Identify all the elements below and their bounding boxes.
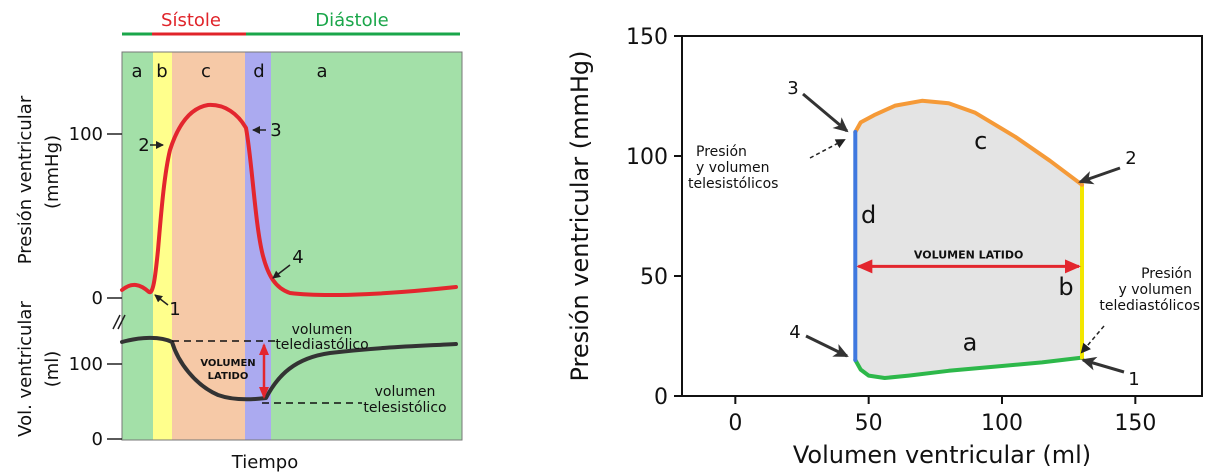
pv-ytick-label: 100 bbox=[626, 145, 668, 170]
pv-segment-a bbox=[853, 355, 1084, 380]
pv-stroke-volume-label: VOLUMEN LATIDO bbox=[914, 248, 1023, 261]
pv-segment-label-a: a bbox=[963, 328, 978, 356]
pv-xtick-label: 150 bbox=[1114, 411, 1156, 436]
band-a-late bbox=[271, 52, 462, 440]
volume-axis-label-1: Vol. ventricular bbox=[15, 301, 36, 437]
bands-frame bbox=[121, 51, 463, 441]
pv-xtick-label: 50 bbox=[855, 411, 883, 436]
pv-segment-label-c: c bbox=[974, 127, 987, 155]
pv-es-label-1: Presión bbox=[696, 144, 747, 160]
diastole-label: Diástole bbox=[315, 10, 388, 31]
pv-loop-fill bbox=[855, 100, 1082, 379]
pv-axis-ticks: 0 50 100 150 0 50 100 150 bbox=[626, 25, 1156, 436]
pv-point-3-arrow bbox=[802, 92, 849, 133]
pv-segment-label-d: d bbox=[861, 201, 876, 229]
pv-ytick-label: 150 bbox=[626, 25, 668, 50]
band-label-a-early: a bbox=[131, 61, 142, 82]
pv-ylabel: Presión ventricular (mmHg) bbox=[566, 50, 594, 381]
band-label-c: c bbox=[201, 61, 211, 82]
pressure-tick-label-0: 0 bbox=[92, 288, 103, 309]
band-label-b: b bbox=[156, 61, 167, 82]
stroke-volume-label-2: LATIDO bbox=[208, 371, 249, 382]
point-2-label: 2 bbox=[138, 135, 149, 156]
pv-point-2-label: 2 bbox=[1125, 148, 1136, 169]
band-label-d: d bbox=[253, 61, 264, 82]
pv-ytick-label: 50 bbox=[640, 265, 668, 290]
point-1-label: 1 bbox=[169, 299, 180, 320]
point-4-label: 4 bbox=[292, 247, 303, 268]
ventricular-pressure-curve bbox=[120, 102, 458, 298]
pv-xlabel: Volumen ventricular (ml) bbox=[793, 441, 1091, 469]
edv-label-1: volumen bbox=[292, 322, 353, 338]
pressure-tick-label-100: 100 bbox=[69, 124, 103, 145]
volume-axis-label-2: (ml) bbox=[42, 351, 63, 388]
pv-ed-label-1: Presión bbox=[1141, 266, 1192, 282]
pv-segment-c bbox=[853, 98, 1084, 187]
pv-ed-dashed-arrow bbox=[1080, 325, 1105, 354]
stroke-volume-label-1: VOLUMEN bbox=[200, 358, 255, 369]
ventricular-volume-curve bbox=[120, 335, 458, 402]
pv-point-4-arrow bbox=[805, 334, 849, 358]
band-d bbox=[245, 52, 271, 440]
point-1-arrow bbox=[154, 294, 169, 306]
esv-label-1: volumen bbox=[375, 384, 436, 400]
pressure-axis-label-2: (mmHg) bbox=[42, 135, 63, 209]
pv-point-2-arrow bbox=[1078, 166, 1121, 185]
edv-label-2: telediastólico bbox=[275, 337, 368, 353]
pv-loop-series bbox=[853, 98, 1084, 380]
pv-plot-frame bbox=[681, 35, 1203, 397]
pv-point-3-label: 3 bbox=[787, 78, 798, 99]
pressure-axis-label-1: Presión ventricular bbox=[15, 95, 36, 264]
pv-xtick-label: 100 bbox=[981, 411, 1023, 436]
pv-xtick-label: 0 bbox=[728, 411, 742, 436]
pv-es-label-3: telesistólicos bbox=[688, 176, 778, 192]
pv-segment-label-b: b bbox=[1058, 273, 1073, 301]
pv-point-4-label: 4 bbox=[789, 322, 800, 343]
band-a-early bbox=[122, 52, 153, 440]
point-4-arrow bbox=[272, 264, 291, 279]
band-b bbox=[153, 52, 172, 440]
pv-loop-chart: 0 50 100 150 0 50 100 150 Presión ventricular (… bbox=[566, 25, 1203, 469]
pv-es-dashed-arrow bbox=[809, 139, 846, 159]
systole-label: Sístole bbox=[161, 10, 221, 31]
pv-segment-labels: a b c d bbox=[861, 127, 1074, 357]
pv-point-1-label: 1 bbox=[1128, 369, 1139, 390]
time-axis-label: Tiempo bbox=[231, 452, 299, 473]
esv-label-2: telesistólico bbox=[363, 400, 446, 416]
band-label-a-late: a bbox=[316, 61, 327, 82]
pv-ytick-label: 0 bbox=[654, 385, 668, 410]
axis-break-icon bbox=[112, 314, 126, 330]
pv-point-1-arrow bbox=[1081, 356, 1125, 374]
left-timeline-chart: Sístole Diástole a b c d a 100 0 100 0 P… bbox=[15, 10, 463, 473]
volume-tick-label-100: 100 bbox=[69, 354, 103, 375]
pv-es-label-2: y volumen bbox=[696, 160, 769, 176]
band-c bbox=[172, 52, 245, 440]
pv-ed-label-3: telediastólicos bbox=[1099, 298, 1200, 314]
point-3-label: 3 bbox=[270, 120, 281, 141]
pv-ed-label-2: y volumen bbox=[1119, 282, 1192, 298]
volume-tick-label-0: 0 bbox=[92, 429, 103, 450]
